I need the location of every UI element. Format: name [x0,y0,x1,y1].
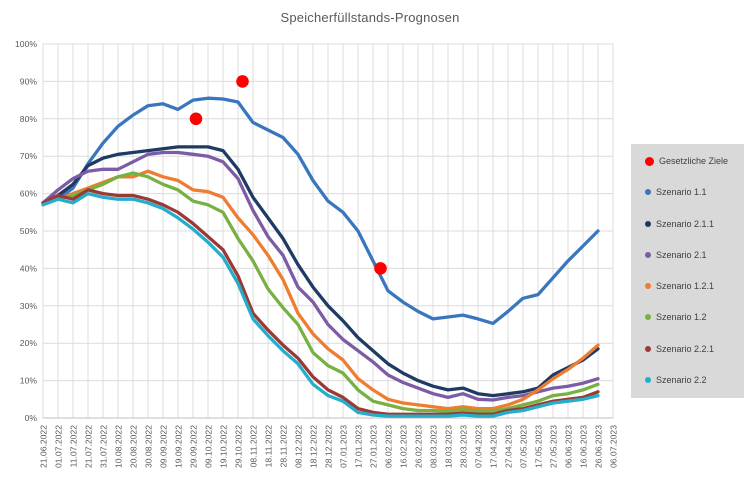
x-tick-label: 10.08.2022 [114,425,124,468]
x-tick-label: 29.09.2022 [189,425,199,468]
legend-label: Szenario 2.2.1 [656,343,715,354]
x-tick-label: 26.06.2023 [594,425,604,468]
legend-item: Szenario 2.2 [631,375,744,385]
legend-item: Szenario 2.2.1 [631,344,744,354]
y-tick-label: 60% [20,189,38,199]
legend-item: Szenario 2.1 [631,250,744,260]
legend-marker-icon [645,220,651,227]
x-tick-label: 28.12.2022 [324,425,334,468]
x-tick-label: 07.04.2023 [474,425,484,468]
x-tick-label: 06.06.2023 [564,425,574,468]
y-tick-label: 90% [20,76,38,86]
target-point [189,112,203,126]
legend-marker-icon [645,314,651,321]
legend-label: Szenario 1.1 [656,187,707,198]
x-tick-label: 18.11.2022 [264,425,274,468]
x-tick-label: 08.12.2022 [294,425,304,468]
x-tick-label: 27.05.2023 [549,425,559,468]
legend-marker-icon [645,376,651,383]
x-tick-label: 06.07.2023 [609,425,619,468]
x-tick-label: 07.01.2023 [339,425,349,468]
y-tick-label: 30% [20,301,38,311]
target-point [236,75,249,88]
x-tick-label: 26.02.2023 [414,425,424,468]
y-tick-label: 40% [20,263,38,273]
legend-marker-icon [645,251,651,258]
y-tick-label: 80% [20,114,38,124]
legend-label: Szenario 1.2.1 [656,281,715,292]
x-tick-label: 01.07.2022 [54,425,64,468]
x-tick-label: 19.10.2022 [219,425,229,468]
x-tick-label: 11.07.2022 [69,425,79,468]
x-tick-label: 28.11.2022 [279,425,289,468]
legend-label: Szenario 1.2 [656,312,707,323]
x-tick-label: 31.07.2022 [99,425,109,468]
x-tick-label: 20.08.2022 [129,425,139,468]
legend-label: Szenario 2.1.1 [656,218,715,229]
x-tick-label: 29.10.2022 [234,425,244,468]
target-point [374,262,387,275]
legend-item: Szenario 1.2.1 [631,281,744,291]
y-tick-label: 10% [20,376,38,386]
x-tick-label: 19.09.2022 [174,425,184,468]
series-line-1.2.1 [41,169,600,411]
x-tick-label: 08.03.2023 [429,425,439,468]
y-tick-label: 20% [20,338,38,348]
legend-item: Szenario 1.1 [631,187,744,197]
legend-label: Szenario 2.2 [656,374,707,385]
legend-marker-icon [645,189,651,196]
y-tick-label: 100% [15,39,37,49]
x-tick-label: 28.03.2023 [459,425,469,468]
x-tick-label: 06.02.2023 [384,425,394,468]
legend-item: Szenario 2.1.1 [631,219,744,229]
series-line-2.1 [41,150,600,402]
x-tick-label: 09.09.2022 [159,425,169,468]
x-tick-label: 21.06.2022 [39,425,49,468]
y-tick-label: 50% [20,226,38,236]
chart-legend: Gesetzliche Ziele Szenario 1.1 Szenario 2.… [631,144,744,398]
x-tick-label: 07.05.2023 [519,425,529,468]
x-tick-label: 16.02.2023 [399,425,409,468]
x-tick-label: 30.08.2022 [144,425,154,468]
x-tick-label: 17.04.2023 [489,425,499,468]
x-tick-label: 16.06.2023 [579,425,589,468]
x-tick-label: 27.01.2023 [369,425,379,468]
y-tick-label: 0% [25,413,38,423]
x-tick-label: 27.04.2023 [504,425,514,468]
x-tick-label: 18.12.2022 [309,425,319,468]
chart-title: Speicherfüllstands-Prognosen [280,10,460,25]
series-line-2.2.1 [41,188,600,416]
x-tick-label: 18.03.2023 [444,425,454,468]
series-line-2.2 [41,191,600,418]
y-tick-label: 70% [20,151,38,161]
legend-marker-icon [645,156,654,166]
x-tick-label: 08.11.2022 [249,425,259,468]
legend-item: Szenario 1.2 [631,312,744,322]
legend-item: Gesetzliche Ziele [631,156,744,166]
legend-marker-icon [645,345,651,352]
x-tick-label: 21.07.2022 [84,425,94,468]
series-line-1.2 [41,171,600,413]
x-tick-label: 09.10.2022 [204,425,214,468]
legend-label: Gesetzliche Ziele [659,156,729,166]
series-line-2.1.1 [41,145,600,398]
x-tick-label: 17.01.2023 [354,425,364,468]
legend-label: Szenario 2.1 [656,249,707,260]
x-tick-label: 17.05.2023 [534,425,544,468]
series-line-1.1 [41,96,600,326]
legend-marker-icon [645,283,651,290]
